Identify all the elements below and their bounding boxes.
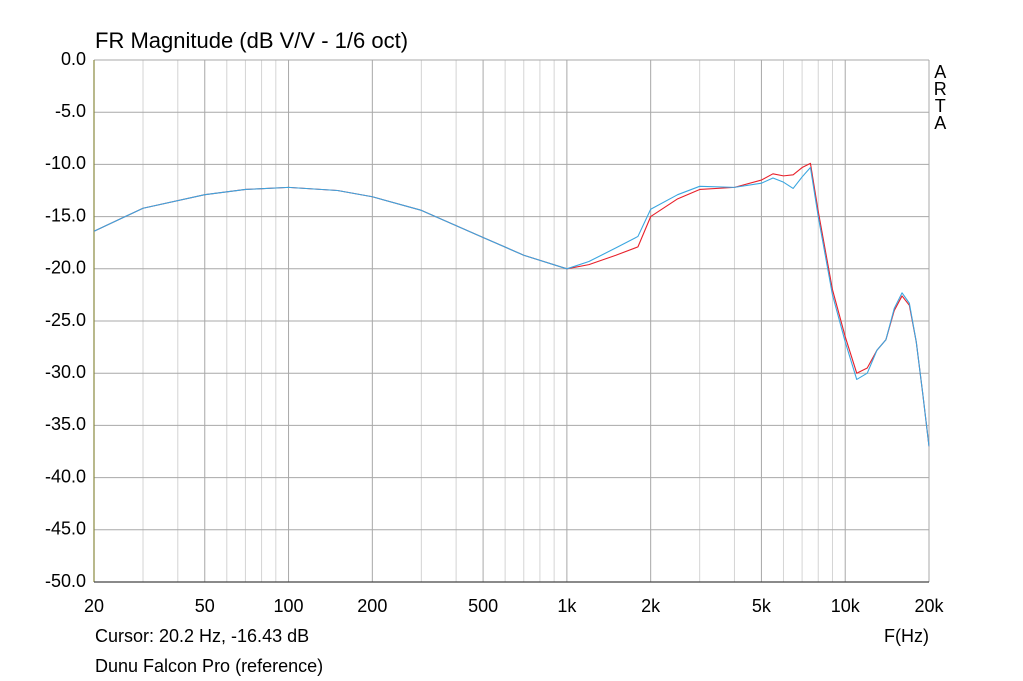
fr-curve (93, 166, 930, 447)
y-tick-label: -20.0 (45, 258, 86, 278)
chart-title: FR Magnitude (dB V/V - 1/6 oct) (95, 28, 408, 53)
y-tick-label: -10.0 (45, 153, 86, 173)
y-tick-label: -35.0 (45, 414, 86, 434)
x-tick-label: 2k (641, 596, 661, 616)
x-tick-label: 10k (831, 596, 861, 616)
x-tick-label: 5k (752, 596, 772, 616)
y-tick-label: -50.0 (45, 571, 86, 591)
y-tick-label: -45.0 (45, 519, 86, 539)
x-tick-label: 100 (274, 596, 304, 616)
x-tick-label: 50 (195, 596, 215, 616)
x-tick-label: 20 (84, 596, 104, 616)
y-tick-label: -40.0 (45, 466, 86, 486)
watermark: ARTA (930, 62, 950, 130)
x-axis-label: F(Hz) (884, 626, 929, 646)
y-tick-label: -30.0 (45, 362, 86, 382)
y-tick-label: 0.0 (61, 49, 86, 69)
x-tick-label: 20k (914, 596, 944, 616)
x-tick-label: 500 (468, 596, 498, 616)
x-tick-label: 200 (357, 596, 387, 616)
y-tick-label: -25.0 (45, 310, 86, 330)
y-tick-label: -5.0 (55, 101, 86, 121)
x-tick-label: 1k (557, 596, 577, 616)
fr-curve (93, 162, 930, 447)
y-tick-label: -15.0 (45, 205, 86, 225)
caption: Dunu Falcon Pro (reference) (95, 656, 323, 676)
cursor-readout: Cursor: 20.2 Hz, -16.43 dB (95, 626, 309, 646)
